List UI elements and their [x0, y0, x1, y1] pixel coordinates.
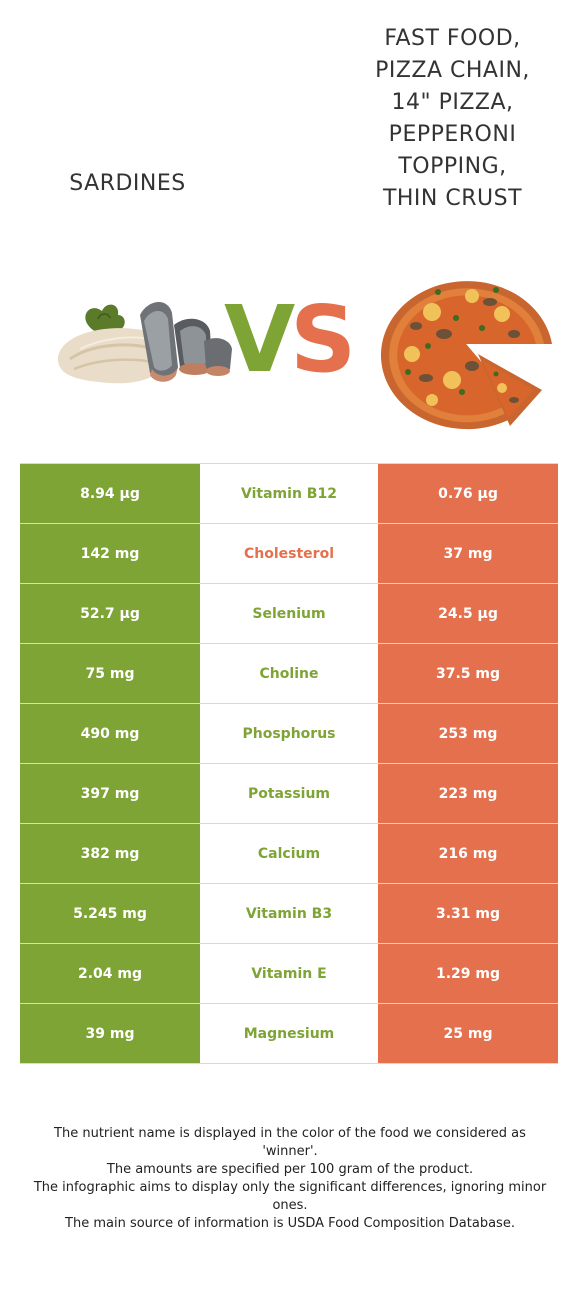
nutrient-name-cell: Vitamin B3: [200, 884, 378, 943]
table-row: 8.94 µg Vitamin B12 0.76 µg: [20, 463, 558, 524]
left-value-cell: 382 mg: [20, 824, 200, 883]
sardines-image-icon: [57, 301, 232, 384]
table-row: 382 mg Calcium 216 mg: [20, 824, 558, 884]
table-row: 5.245 mg Vitamin B3 3.31 mg: [20, 884, 558, 944]
left-value-cell: 5.245 mg: [20, 884, 200, 943]
footnote-line-significance: The infographic aims to display only the…: [33, 1180, 547, 1213]
table-row: 2.04 mg Vitamin E 1.29 mg: [20, 944, 558, 1004]
right-value-cell: 24.5 µg: [378, 584, 558, 643]
right-value-cell: 0.76 µg: [378, 464, 558, 523]
left-value-cell: 39 mg: [20, 1004, 200, 1063]
pizza-image-icon: [380, 281, 552, 430]
right-value-cell: 216 mg: [378, 824, 558, 883]
nutrient-comparison-table: 8.94 µg Vitamin B12 0.76 µg 142 mg Cholester…: [20, 463, 558, 1064]
right-value-cell: 37.5 mg: [378, 644, 558, 703]
footnote-line-winner: The nutrient name is displayed in the co…: [54, 1126, 526, 1159]
table-row: 75 mg Choline 37.5 mg: [20, 644, 558, 704]
vs-v-letter: V: [224, 288, 295, 383]
footnote-line-source: The main source of information is USDA F…: [65, 1216, 515, 1231]
nutrient-name-cell: Selenium: [200, 584, 378, 643]
table-row: 142 mg Cholesterol 37 mg: [20, 524, 558, 584]
vs-mark-icon: V S: [224, 288, 356, 383]
right-value-cell: 1.29 mg: [378, 944, 558, 1003]
left-value-cell: 75 mg: [20, 644, 200, 703]
footnote-line-amounts: The amounts are specified per 100 gram o…: [106, 1162, 474, 1177]
food-right-title: FAST FOOD, PIZZA CHAIN, 14" PIZZA, PEPPE…: [375, 26, 530, 211]
table-row: 490 mg Phosphorus 253 mg: [20, 704, 558, 764]
nutrient-name-cell: Vitamin E: [200, 944, 378, 1003]
right-value-cell: 37 mg: [378, 524, 558, 583]
nutrient-name-cell: Phosphorus: [200, 704, 378, 763]
left-value-cell: 397 mg: [20, 764, 200, 823]
nutrient-name-cell: Choline: [200, 644, 378, 703]
left-value-cell: 142 mg: [20, 524, 200, 583]
nutrient-name-cell: Vitamin B12: [200, 464, 378, 523]
nutrient-name-cell: Calcium: [200, 824, 378, 883]
right-value-cell: 223 mg: [378, 764, 558, 823]
table-row: 397 mg Potassium 223 mg: [20, 764, 558, 824]
right-value-cell: 3.31 mg: [378, 884, 558, 943]
food-left-title: SARDINES: [69, 171, 186, 196]
nutrient-name-cell: Potassium: [200, 764, 378, 823]
left-value-cell: 8.94 µg: [20, 464, 200, 523]
right-value-cell: 25 mg: [378, 1004, 558, 1063]
table-row: 39 mg Magnesium 25 mg: [20, 1004, 558, 1064]
vs-s-letter: S: [290, 288, 356, 383]
left-value-cell: 490 mg: [20, 704, 200, 763]
table-row: 52.7 µg Selenium 24.5 µg: [20, 584, 558, 644]
footnote: The nutrient name is displayed in the co…: [30, 1125, 550, 1233]
left-value-cell: 2.04 mg: [20, 944, 200, 1003]
left-value-cell: 52.7 µg: [20, 584, 200, 643]
nutrient-name-cell: Magnesium: [200, 1004, 378, 1063]
right-value-cell: 253 mg: [378, 704, 558, 763]
nutrient-name-cell: Cholesterol: [200, 524, 378, 583]
